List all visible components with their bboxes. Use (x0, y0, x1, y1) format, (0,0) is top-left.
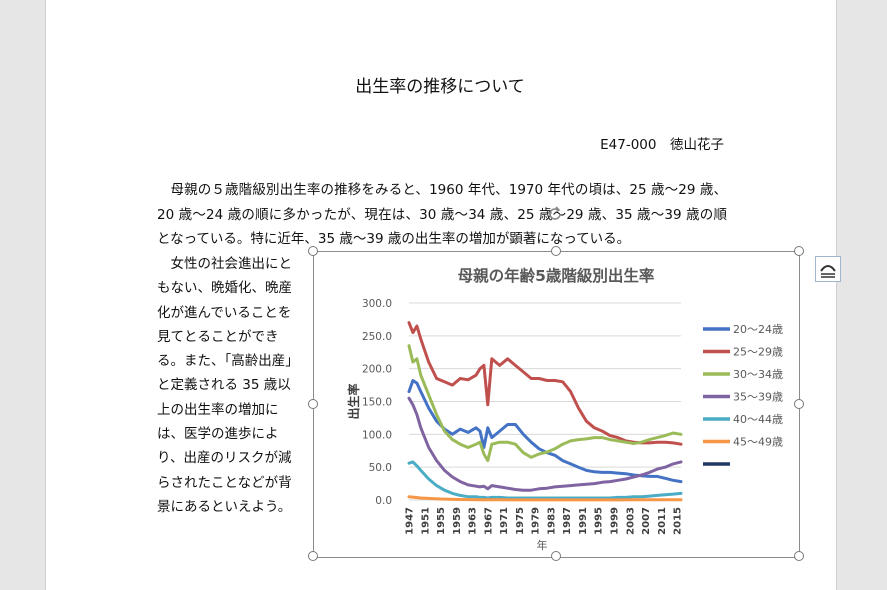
y-tick-label: 200.0 (362, 364, 392, 376)
x-tick-label: 1975 (515, 507, 526, 535)
x-tick-label: 2015 (673, 507, 684, 535)
y-tick-label: 150.0 (362, 397, 392, 409)
body-paragraph-2: 女性の社会進出にともない、晩婚化、晩産化が進んでいることを見てとることができる。… (157, 252, 302, 519)
resize-handle-top[interactable] (551, 246, 561, 256)
x-tick-label: 2007 (641, 507, 652, 535)
paragraph-text-2: 女性の社会進出にともない、晩婚化、晩産化が進んでいることを見てとることができる。… (157, 256, 299, 515)
series-line (407, 344, 683, 463)
x-tick-label: 2003 (625, 507, 636, 535)
body-paragraph-1: 母親の５歳階級別出生率の推移をみると、1960 年代、1970 年代の頃は、25… (157, 178, 727, 252)
x-tick-label: 1991 (578, 507, 589, 535)
series-line (407, 321, 683, 446)
x-tick-label: 1963 (468, 507, 479, 535)
x-tick-label: 2011 (657, 507, 668, 535)
y-tick-label: 300.0 (362, 298, 392, 310)
resize-handle-bottom[interactable] (551, 551, 561, 561)
x-tick-label: 1951 (420, 507, 431, 535)
rotate-handle-icon[interactable] (546, 205, 564, 223)
y-axis-label: 出生率 (346, 383, 361, 419)
series-line (407, 460, 683, 500)
author-line: E47-000 徳山花子 (600, 137, 724, 153)
legend-label: 35～39歳 (733, 391, 783, 404)
layout-options-button[interactable] (815, 256, 841, 282)
birth-rate-chart: 母親の年齢5歳階級別出生率 0.0 50.0 100.0 150.0 200.0 250.0… (346, 266, 783, 552)
x-tick-label: 1983 (546, 507, 557, 535)
x-tick-label: 1947 (405, 507, 416, 535)
legend-label: 25～29歳 (733, 346, 783, 359)
x-tick-label: 1959 (452, 507, 463, 535)
resize-handle-bottom-left[interactable] (308, 551, 318, 561)
x-tick-label: 1995 (594, 507, 605, 535)
resize-handle-right[interactable] (794, 399, 804, 409)
x-tick-label: 1987 (562, 507, 573, 535)
x-axis-label: 年 (537, 538, 548, 552)
series-line (407, 396, 683, 492)
series-line (407, 495, 683, 502)
resize-handle-top-left[interactable] (308, 246, 318, 256)
layout-options-icon (820, 265, 836, 278)
paragraph-text-1: 母親の５歳階級別出生率の推移をみると、1960 年代、1970 年代の頃は、25… (157, 182, 727, 247)
legend-label: 40～44歳 (733, 413, 783, 426)
resize-handle-bottom-right[interactable] (794, 551, 804, 561)
x-tick-label: 1967 (483, 507, 494, 535)
y-tick-label: 100.0 (362, 429, 392, 441)
y-tick-label: 50.0 (369, 462, 392, 474)
document-title: 出生率の推移について (355, 77, 525, 97)
x-tick-label: 1955 (436, 507, 447, 535)
resize-handle-top-right[interactable] (794, 246, 804, 256)
x-tick-label: 1999 (609, 507, 620, 535)
legend-label: 45～49歳 (733, 436, 783, 449)
x-tick-label: 1971 (499, 507, 510, 535)
y-tick-label: 0.0 (375, 495, 392, 507)
legend-label: 30～34歳 (733, 368, 783, 381)
legend-label: 20～24歳 (733, 323, 783, 336)
series-line (407, 379, 683, 484)
y-tick-label: 250.0 (362, 331, 392, 343)
chart-object[interactable]: 母親の年齢5歳階級別出生率 0.0 50.0 100.0 150.0 200.0 250.0… (313, 251, 800, 558)
x-tick-label: 1979 (531, 507, 542, 535)
chart-title: 母親の年齢5歳階級別出生率 (458, 266, 655, 285)
resize-handle-left[interactable] (308, 399, 318, 409)
